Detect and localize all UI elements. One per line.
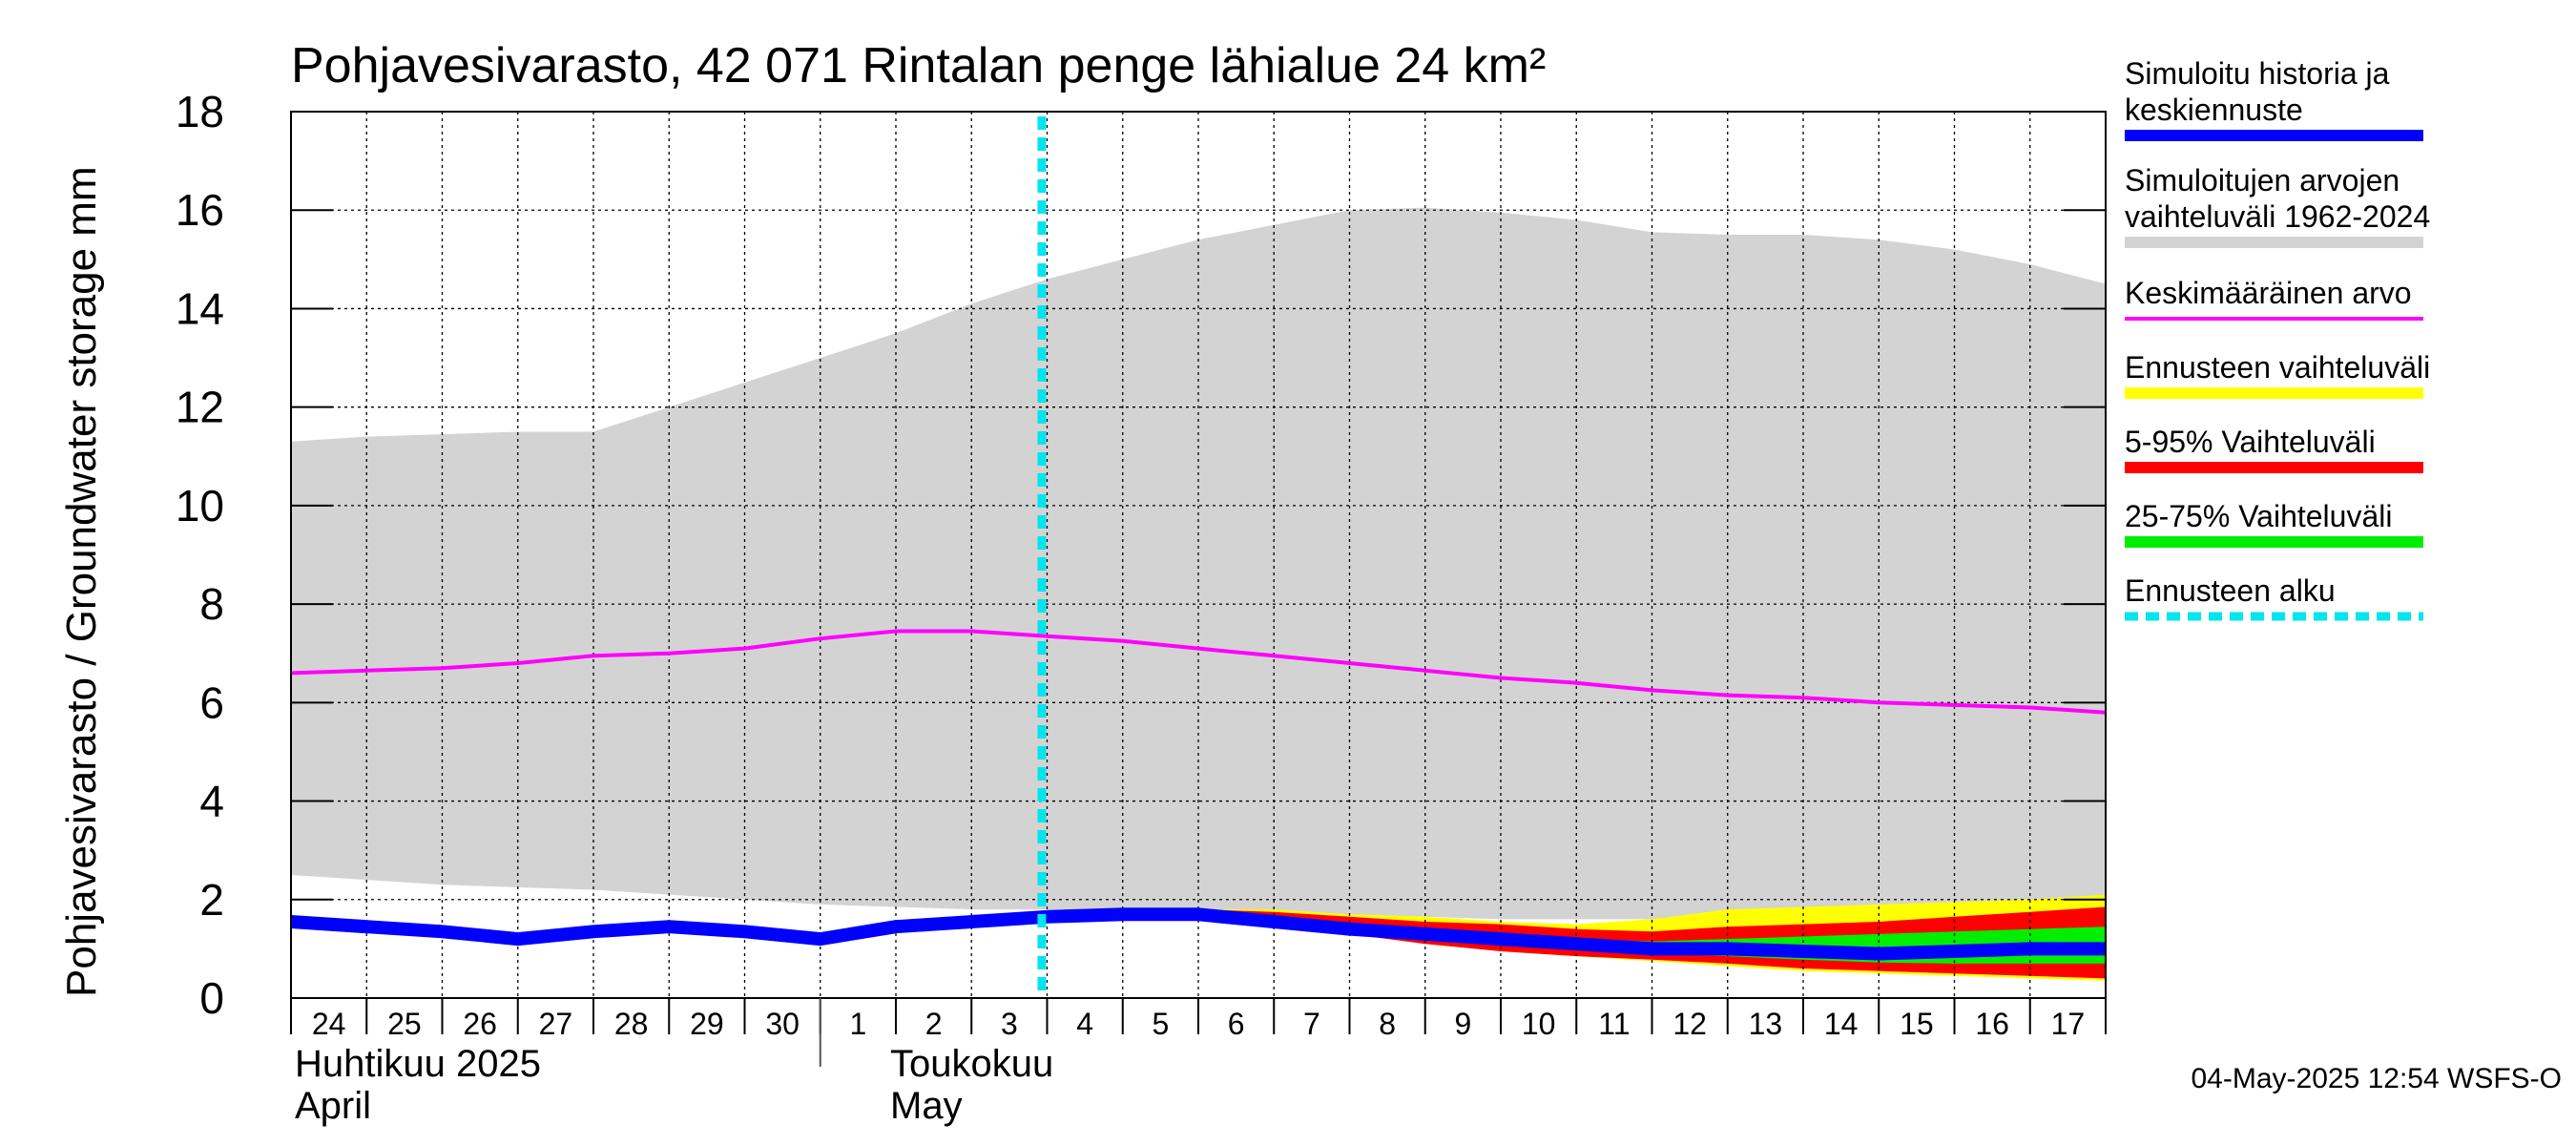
y-tick-label: 2 xyxy=(199,875,224,925)
x-tick-label: 24 xyxy=(312,1007,346,1041)
x-tick-label: 27 xyxy=(539,1007,573,1041)
y-tick-label: 4 xyxy=(199,777,224,826)
grid-lines xyxy=(291,111,2106,998)
x-tick-label: 12 xyxy=(1672,1007,1707,1041)
y-tick-labels: 0 2 4 6 8 10 12 14 16 18 xyxy=(176,87,224,1023)
x-tick-label: 30 xyxy=(765,1007,800,1041)
x-tick-label: 8 xyxy=(1379,1007,1396,1041)
legend-label: Simuloitu historia ja xyxy=(2125,56,2390,91)
line-simuloitu-historia-ja-keskiennuste xyxy=(290,907,2106,961)
y-tick-label: 0 xyxy=(199,973,224,1023)
y-tick-label: 16 xyxy=(176,185,224,235)
x-tick-label: 28 xyxy=(614,1007,649,1041)
legend-label: 5-95% Vaihteluväli xyxy=(2125,425,2376,459)
legend-label: 25-75% Vaihteluväli xyxy=(2125,499,2392,533)
x-tick-label: 14 xyxy=(1824,1007,1859,1041)
month-label-en: May xyxy=(890,1085,963,1127)
x-tick-label: 7 xyxy=(1303,1007,1320,1041)
series-lines xyxy=(290,629,2107,961)
month-label-en: April xyxy=(295,1085,371,1127)
x-tick-label: 2 xyxy=(925,1007,943,1041)
timestamp: 04-May-2025 12:54 WSFS-O xyxy=(2192,1063,2563,1094)
x-tick-label: 1 xyxy=(849,1007,866,1041)
y-tick-label: 6 xyxy=(199,677,224,727)
x-tick-label: 11 xyxy=(1598,1007,1630,1041)
y-tick-label: 14 xyxy=(176,283,224,333)
x-tick-label: 17 xyxy=(2051,1007,2086,1041)
month-label-fi: Huhtikuu 2025 xyxy=(295,1043,541,1085)
legend-label: keskiennuste xyxy=(2125,93,2303,127)
x-tick-label: 3 xyxy=(1001,1007,1018,1041)
month-label-fi: Toukokuu xyxy=(890,1043,1053,1085)
x-tick-label: 29 xyxy=(690,1007,724,1041)
x-tick-labels: 24 25 26 27 28 29 30 1 2 3 4 5 6 7 8 9 10 11 12 13 14 15 16 17 xyxy=(312,1007,2085,1041)
legend-label: Keskimääräinen arvo xyxy=(2125,276,2412,310)
legend-label: Simuloitujen arvojen xyxy=(2125,163,2399,198)
x-tick-label: 15 xyxy=(1900,1007,1934,1041)
x-tick-label: 5 xyxy=(1152,1007,1169,1041)
x-tick-label: 9 xyxy=(1454,1007,1471,1041)
x-tick-label: 4 xyxy=(1076,1007,1093,1041)
legend-label: Ennusteen alku xyxy=(2125,573,2336,608)
x-tick-label: 16 xyxy=(1975,1007,2009,1041)
x-tick-label: 25 xyxy=(387,1007,422,1041)
line-keskim-r-inen-arvo xyxy=(290,629,2107,715)
y-tick-label: 12 xyxy=(176,383,224,432)
x-tick-label: 10 xyxy=(1522,1007,1556,1041)
y-tick-label: 8 xyxy=(199,579,224,629)
plot-frame xyxy=(290,111,2107,1067)
chart-title: Pohjavesivarasto, 42 071 Rintalan penge … xyxy=(291,38,1546,94)
x-tick-label: 13 xyxy=(1749,1007,1783,1041)
x-tick-label: 6 xyxy=(1228,1007,1245,1041)
legend-label: Ennusteen vaihteluväli xyxy=(2125,350,2430,385)
y-tick-label: 18 xyxy=(176,87,224,136)
y-tick-label: 10 xyxy=(176,481,224,531)
x-tick-label: 26 xyxy=(463,1007,497,1041)
y-axis-label: Pohjavesivarasto / Groundwater storage m… xyxy=(58,166,105,997)
legend-label: vaihteluväli 1962-2024 xyxy=(2125,199,2430,234)
